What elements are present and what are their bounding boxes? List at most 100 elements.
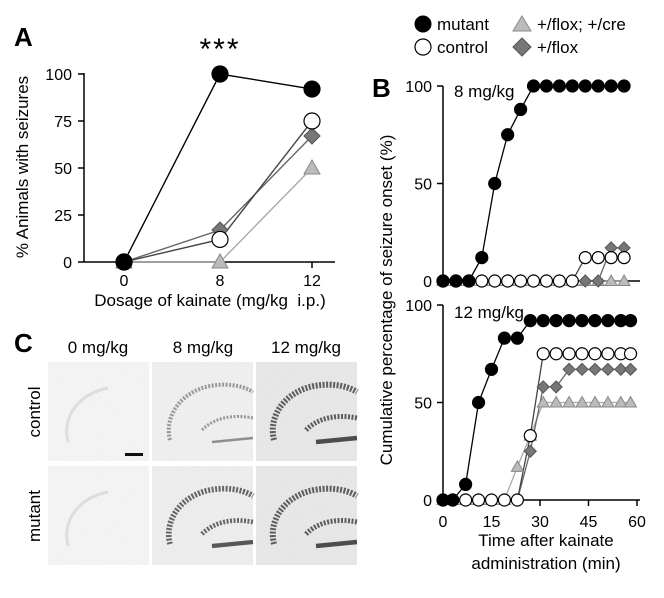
panel-b2-point-flox	[549, 380, 563, 394]
panel-b-x-label-line1: Time after kainate	[478, 531, 613, 550]
panel-b-x-tick-label: 30	[531, 514, 549, 531]
panel-b1-point-control	[591, 251, 605, 265]
panel-letter-b: B	[372, 73, 391, 103]
panel-b1-point-mutant	[449, 274, 463, 288]
panel-a-point-flox-cre	[211, 252, 229, 269]
panel-b2-point-mutant	[623, 314, 638, 328]
legend-item-mutant: mutant	[414, 15, 489, 34]
panel-b1-point-control	[578, 251, 592, 265]
panel-b1-point-mutant	[578, 79, 592, 93]
panel-b1-point-flox-cre	[604, 273, 618, 286]
panel-b2-point-control	[562, 347, 576, 361]
panel-c-col-8mg: 8 mg/kg	[173, 338, 233, 357]
panel-b1-point-flox	[578, 274, 592, 288]
faint-structure	[65, 490, 109, 547]
panel-b1-point-control	[552, 274, 567, 288]
panel-b2-point-flox-cre	[575, 395, 589, 408]
tile-texture	[256, 466, 357, 565]
panel-b1-point-control	[526, 274, 541, 288]
panel-b2-point-flox-cre	[562, 395, 576, 408]
panel-b2-point-control	[549, 347, 563, 361]
panel-b2-point-flox-cre	[588, 395, 602, 408]
panel-a-y-tick-label: 25	[54, 208, 72, 225]
panel-b-x-tick-label: 15	[483, 514, 501, 531]
panel-b2-point-flox-cre	[510, 459, 525, 472]
panel-b1-point-flox	[591, 274, 605, 288]
panel-c-col-12mg: 12 mg/kg	[271, 338, 341, 357]
panel-b1-point-mutant	[526, 79, 541, 93]
panel-b2-point-mutant	[536, 314, 550, 328]
panel-b1-point-control	[488, 274, 502, 288]
micrograph-tile	[48, 362, 149, 461]
panel-b2-y-tick-label: 100	[405, 298, 432, 315]
scale-bar	[125, 453, 143, 456]
panel-b1-point-control	[604, 251, 618, 265]
panel-b1-point-control	[565, 274, 579, 288]
panel-a-x-label: Dosage of kainate (mg/kg i.p.)	[94, 291, 326, 310]
panel-b2-point-mutant	[562, 314, 576, 328]
panel-b1-point-mutant	[565, 79, 579, 93]
pyramidal-cell-layer	[166, 382, 255, 441]
panel-b2-point-control	[601, 347, 615, 361]
panel-b1-point-mutant	[501, 128, 515, 142]
panel-b1-point-flox-cre	[617, 273, 631, 286]
panel-b-lines	[443, 85, 631, 501]
dentate-gyrus-layer	[200, 518, 254, 536]
legend: mutant +/flox; +/cre control +/flox	[414, 15, 626, 57]
micrograph-tile	[256, 466, 359, 565]
panel-b-x-tick-label: 60	[628, 514, 646, 531]
panel-b2-point-flox	[601, 362, 615, 377]
panel-b2-point-control	[575, 347, 589, 361]
panel-a-points	[115, 65, 321, 271]
panel-a-point-mutant	[303, 80, 321, 98]
legend-label-control: control	[437, 38, 488, 57]
panel-b2-point-flox	[536, 380, 550, 394]
legend-label-flox: +/flox	[537, 38, 579, 57]
pyramidal-cell-layer	[166, 485, 255, 545]
panel-b-y-label: Cumulative percentage of seizure onset (…	[377, 135, 396, 466]
panel-b2-point-mutant	[549, 314, 563, 328]
panel-b1-point-mutant	[617, 79, 631, 93]
panel-b1-point-control	[475, 274, 489, 288]
panel-a-point-flox	[303, 127, 321, 145]
panel-c-micrographs: 0 mg/kg 8 mg/kg 12 mg/kg control mutant	[25, 338, 359, 565]
panel-b-x-tick-label: 0	[439, 514, 448, 531]
micrograph-tile	[256, 362, 359, 461]
dentate-gyrus-layer	[304, 414, 358, 432]
pyramidal-cell-layer	[269, 485, 359, 545]
legend-marker-flox	[512, 37, 532, 57]
panel-a-x-tick-label: 0	[120, 273, 129, 290]
panel-b2-point-control	[459, 493, 473, 507]
hilus-stain	[211, 539, 254, 549]
panel-b1-y-tick-label: 0	[423, 274, 432, 291]
legend-label-mutant: mutant	[437, 15, 489, 34]
panel-a-point-mutant	[211, 65, 229, 83]
panel-b2-title: 12 mg/kg	[454, 303, 524, 322]
panel-b2-point-flox	[623, 362, 638, 377]
panel-b2-point-control	[623, 347, 638, 361]
panel-b1-point-mutant	[436, 274, 450, 288]
legend-marker-control	[414, 38, 432, 56]
panel-a-y-tick-label: 0	[63, 255, 72, 272]
panel-b2-point-control	[510, 493, 524, 507]
legend-label-flox-cre: +/flox; +/cre	[537, 15, 626, 34]
pyramidal-cell-layer	[269, 381, 359, 441]
panel-b-chart: 0 50 100 0 50 100 0 15 30 45 60 8 mg/kg 12 mg/kg T…	[377, 79, 646, 573]
panel-b1-point-mutant	[462, 274, 476, 288]
panel-b1-point-control	[539, 274, 554, 288]
tile-texture	[256, 362, 357, 461]
panel-b2-point-flox	[614, 362, 628, 377]
panel-b-x-tick-label: 45	[580, 514, 598, 531]
panel-b1-point-mutant	[591, 79, 605, 93]
hilus-stain	[211, 436, 254, 444]
panel-b2-point-mutant	[601, 314, 615, 328]
tile-texture	[48, 362, 149, 461]
panel-b2-point-flox-cre	[549, 395, 564, 408]
legend-item-flox-cre: +/flox; +/cre	[512, 15, 626, 34]
panel-a-chart: 0 25 50 75 100 0 8 12 *** Dosage of kainate (mg…	[13, 33, 335, 310]
tile-texture	[152, 466, 253, 565]
panel-b-x-label-line2: administration (min)	[471, 554, 620, 573]
panel-b2-point-mutant	[497, 331, 512, 345]
panel-b2-point-flox-cre	[601, 395, 615, 408]
panel-b1-y-tick-label: 50	[414, 177, 432, 194]
